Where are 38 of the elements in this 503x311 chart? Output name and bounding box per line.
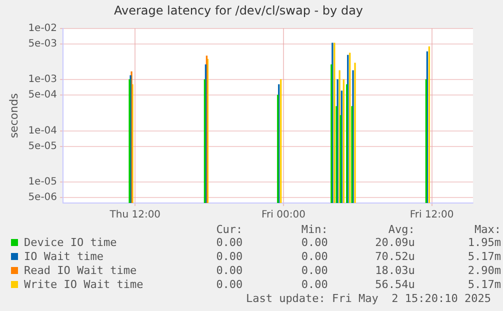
text: 5.17m	[466, 278, 502, 292]
text: Avg:	[387, 223, 416, 236]
y-tick-label: 5e-05	[28, 140, 58, 152]
text: 0.00	[300, 278, 329, 292]
y-tick-label: 1e-03	[28, 74, 58, 86]
y-tick-label: 1e-02	[28, 22, 58, 34]
legend-label: Read IO Wait time	[24, 264, 137, 277]
x-tick-label: Fri 00:00	[262, 210, 306, 221]
x-tick-label: Fri 12:00	[410, 210, 454, 221]
text: 70.52u	[374, 250, 416, 264]
text: Last update: Fri May 2 15:20:10 2025	[244, 292, 491, 305]
y-tick-label: 5e-06	[28, 192, 58, 204]
chart-title: Average latency for /dev/cl/swap - by day	[114, 3, 364, 18]
text: 0.00	[215, 264, 244, 278]
y-tick-label: 5e-03	[28, 38, 58, 50]
text: 0.00	[300, 236, 329, 250]
legend-label: Device IO time	[24, 236, 117, 249]
text: Max:	[474, 223, 502, 236]
text: 5.17m	[466, 250, 502, 264]
x-tick-label: Thu 12:00	[108, 210, 161, 221]
y-tick-label: 5e-04	[28, 90, 58, 101]
y-axis-title: seconds	[7, 92, 20, 138]
text: 0.00	[300, 250, 329, 264]
text: 0.00	[215, 250, 244, 264]
text: 56.54u	[374, 278, 416, 292]
legend-label: Write IO Wait time	[24, 278, 144, 291]
text: 0.00	[215, 278, 244, 292]
text: 18.03u	[374, 264, 416, 278]
text: 2.90m	[466, 264, 502, 278]
text: Cur:	[215, 223, 244, 236]
text: 1.95m	[466, 236, 502, 250]
y-tick-label: 1e-04	[28, 125, 58, 136]
text: 0.00	[215, 236, 244, 250]
y-tick-label: 1e-05	[28, 176, 58, 188]
text: 0.00	[300, 264, 329, 278]
legend-label: IO Wait time	[24, 250, 104, 263]
text: Min:	[300, 223, 329, 236]
text: 20.09u	[374, 236, 416, 250]
